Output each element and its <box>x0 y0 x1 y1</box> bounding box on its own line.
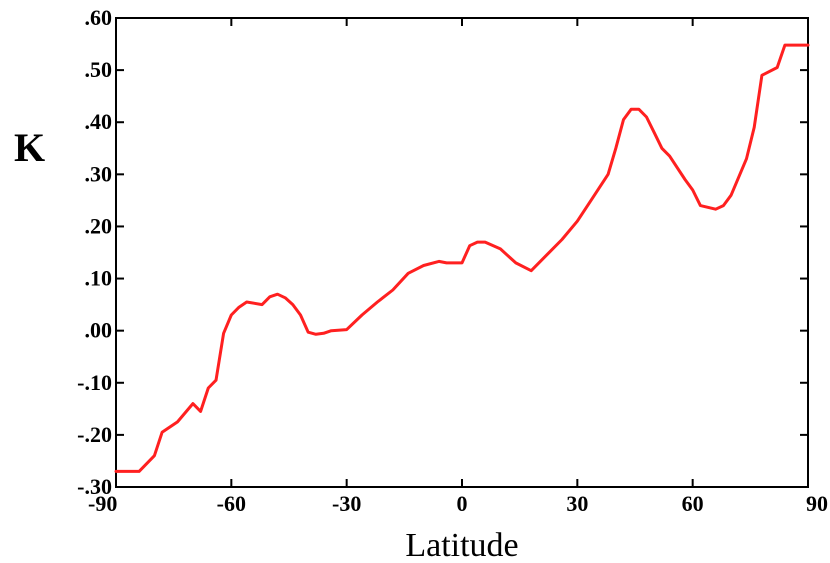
x-tick-label: -30 <box>332 491 361 516</box>
x-tick-label: 90 <box>806 491 828 516</box>
y-tick-label: -.10 <box>77 370 112 395</box>
y-tick-label: .50 <box>85 57 113 82</box>
x-axis-label: Latitude <box>405 527 518 563</box>
x-tick-label: -60 <box>217 491 246 516</box>
y-tick-label: .00 <box>85 318 113 343</box>
y-axis: .60 .50 .40 .30 .20 .10 .00 -.10 -.20 -.30 <box>77 5 808 499</box>
series-line <box>114 43 810 473</box>
x-axis: -90 -60 -30 0 30 60 90 <box>88 18 828 516</box>
y-tick-label: -.30 <box>77 474 112 499</box>
x-tick-label: -90 <box>88 491 117 516</box>
plot-frame <box>115 17 809 488</box>
y-axis-label: K <box>14 125 45 170</box>
y-tick-label: .30 <box>85 161 113 186</box>
y-tick-label: -.20 <box>77 422 112 447</box>
x-tick-label: 0 <box>457 491 468 516</box>
y-tick-label: .20 <box>85 213 113 238</box>
y-tick-label: .10 <box>85 266 113 291</box>
y-tick-label: .60 <box>85 5 113 30</box>
y-tick-label: .40 <box>85 109 113 134</box>
x-tick-label: 60 <box>682 491 704 516</box>
x-tick-label: 30 <box>566 491 588 516</box>
